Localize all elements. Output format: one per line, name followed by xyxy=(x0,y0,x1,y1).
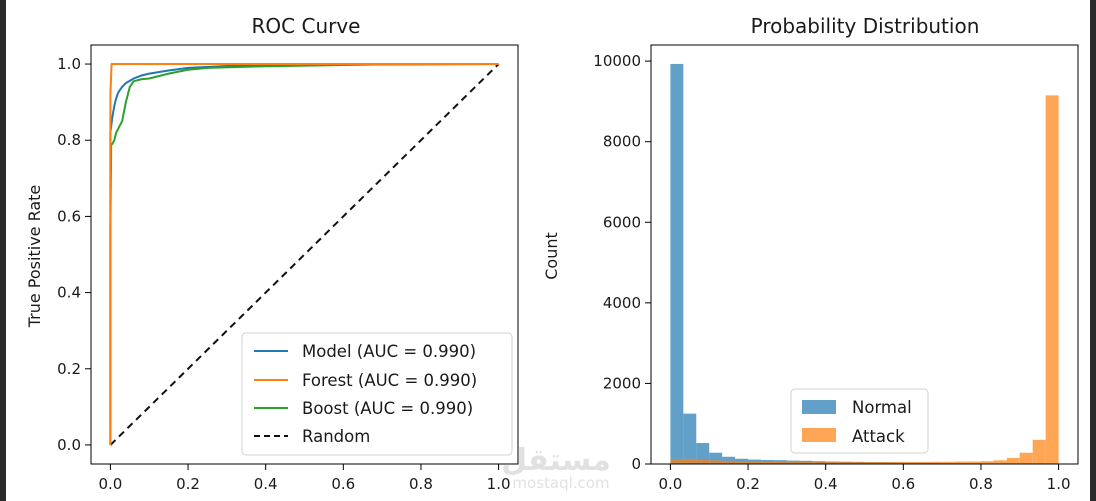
histogram-bar-attack xyxy=(993,460,1007,464)
histogram-bar-attack xyxy=(890,461,904,464)
histogram-bar-attack xyxy=(683,458,697,464)
histogram-bar-normal xyxy=(670,63,684,464)
histogram-ytick-label: 0 xyxy=(631,455,641,473)
histogram-bar-attack xyxy=(929,461,943,464)
histogram-bar-attack xyxy=(735,461,749,464)
histogram-bar-normal xyxy=(683,413,697,464)
histogram-bar-attack xyxy=(942,461,956,464)
figure-canvas: ROC Curve True Positive Rate 0.0 0.2 0.4 0.… xyxy=(25,14,1079,493)
roc-ytick-label: 0.8 xyxy=(57,131,81,149)
histogram-bar-normal xyxy=(709,452,723,464)
roc-ticks: 0.0 0.2 0.4 0.6 0.8 1.0 0.0 0.2 0.4 0.6 0.8 1.0 xyxy=(57,55,510,493)
histogram-bar-attack xyxy=(1032,439,1046,464)
legend-label-normal: Normal xyxy=(852,398,912,417)
histogram-bar-attack xyxy=(1019,452,1033,464)
histogram-chart: Probability Distribution Count 0.0 0.2 0.4… xyxy=(542,14,1079,493)
histogram-bars-layer xyxy=(670,63,1059,465)
roc-ytick-label: 0.6 xyxy=(57,207,81,225)
histogram-xtick-label: 0.4 xyxy=(814,475,838,493)
roc-series-forest-line xyxy=(109,63,499,445)
roc-chart: ROC Curve True Positive Rate 0.0 0.2 0.4 0.… xyxy=(25,14,519,493)
histogram-ytick-label: 4000 xyxy=(603,294,641,312)
histogram-bar-attack xyxy=(722,460,736,464)
histogram-bar-attack xyxy=(773,461,787,464)
histogram-xtick-label: 0.2 xyxy=(736,475,760,493)
roc-ylabel: True Positive Rate xyxy=(25,185,44,329)
histogram-xtick-label: 1.0 xyxy=(1047,475,1071,493)
watermark-url: mostaql.com xyxy=(512,474,609,492)
roc-series-boost-line xyxy=(109,63,499,445)
watermark-brand: مستقل xyxy=(501,443,611,478)
histogram-ticks: 0.0 0.2 0.4 0.6 0.8 1.0 0 2000 4000 6000 8000 10000 xyxy=(593,52,1070,493)
histogram-ytick-label: 8000 xyxy=(603,133,641,151)
histogram-bar-attack xyxy=(760,461,774,464)
histogram-ytick-label: 10000 xyxy=(593,52,641,70)
histogram-xtick-label: 0.0 xyxy=(658,475,682,493)
legend-label-attack: Attack xyxy=(852,427,905,446)
histogram-bar-normal xyxy=(696,443,710,464)
histogram-ytick-label: 2000 xyxy=(603,374,641,392)
figure: ROC Curve True Positive Rate 0.0 0.2 0.4 0.… xyxy=(6,0,1090,501)
histogram-bar-attack xyxy=(864,461,878,464)
histogram-xtick-label: 0.8 xyxy=(969,475,993,493)
watermark: مستقل mostaql.com xyxy=(501,443,611,492)
histogram-bar-attack xyxy=(980,461,994,464)
roc-xtick-label: 0.4 xyxy=(254,475,278,493)
roc-ytick-label: 0.2 xyxy=(57,360,81,378)
roc-legend-box xyxy=(241,332,513,456)
histogram-title: Probability Distribution xyxy=(751,14,980,38)
histogram-bar-attack xyxy=(955,461,969,464)
legend-label-boost: Boost (AUC = 0.990) xyxy=(302,399,473,418)
legend-label-model: Model (AUC = 0.990) xyxy=(302,342,476,361)
histogram-legend: Normal Attack xyxy=(790,388,929,454)
roc-ytick-label: 0.0 xyxy=(57,436,81,454)
roc-legend: Model (AUC = 0.990) Forest (AUC = 0.990)… xyxy=(241,332,513,456)
histogram-bar-attack xyxy=(851,461,865,464)
roc-plot-frame xyxy=(90,44,519,465)
histogram-ylabel: Count xyxy=(542,232,561,280)
roc-xtick-label: 0.8 xyxy=(409,475,433,493)
roc-xtick-label: 0.0 xyxy=(98,475,122,493)
histogram-bar-attack xyxy=(825,461,839,464)
roc-series-layer xyxy=(109,63,500,446)
histogram-bar-attack xyxy=(968,461,981,464)
histogram-bar-attack xyxy=(1006,457,1020,464)
histogram-bar-normal xyxy=(722,456,736,464)
histogram-bar-attack xyxy=(903,461,917,464)
histogram-bar-attack xyxy=(670,459,684,464)
histogram-bar-attack xyxy=(877,461,891,464)
legend-swatch-normal xyxy=(802,400,836,414)
histogram-bar-attack xyxy=(838,461,852,464)
roc-series-random-line xyxy=(109,63,500,446)
histogram-bar-attack xyxy=(786,461,800,464)
legend-label-random: Random xyxy=(302,427,370,446)
roc-xtick-label: 1.0 xyxy=(487,475,511,493)
histogram-bar-attack xyxy=(696,459,710,464)
histogram-bar-attack xyxy=(709,460,723,464)
histogram-bar-attack xyxy=(748,461,761,464)
histogram-bar-attack xyxy=(799,461,813,464)
histogram-ytick-label: 6000 xyxy=(603,213,641,231)
histogram-bar-attack xyxy=(1045,95,1059,465)
histogram-xtick-label: 0.6 xyxy=(891,475,915,493)
roc-title: ROC Curve xyxy=(252,14,361,38)
roc-ytick-label: 1.0 xyxy=(57,55,81,73)
histogram-plot-frame xyxy=(650,44,1079,465)
roc-xtick-label: 0.6 xyxy=(331,475,355,493)
roc-ytick-label: 0.4 xyxy=(57,284,81,302)
legend-swatch-attack xyxy=(802,428,836,442)
histogram-bar-attack xyxy=(812,461,826,464)
legend-label-forest: Forest (AUC = 0.990) xyxy=(302,371,477,390)
roc-xtick-label: 0.2 xyxy=(176,475,200,493)
histogram-bar-attack xyxy=(916,461,930,464)
